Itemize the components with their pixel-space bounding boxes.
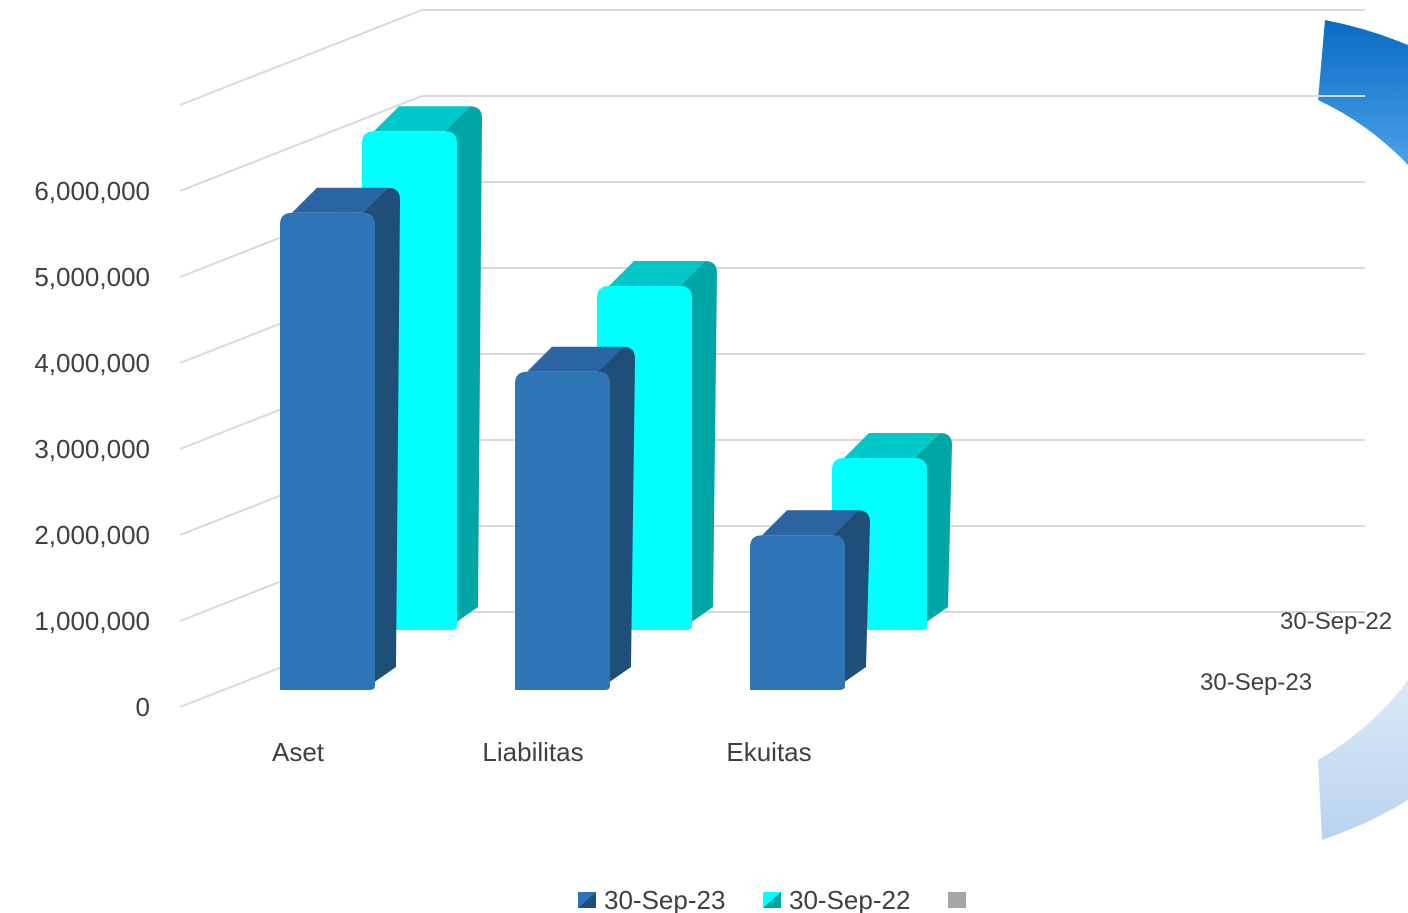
y-tick-label: 6,000,000 — [34, 176, 150, 206]
bar-front — [515, 371, 610, 690]
y-tick-label: 0 — [136, 692, 150, 722]
bar-top — [292, 187, 388, 213]
category-label: Aset — [272, 737, 325, 767]
legend-swatch-shade — [578, 892, 596, 908]
side-label: 30-Sep-23 — [1200, 669, 1312, 696]
legend-entry — [948, 892, 966, 908]
bar-30-sep-23-ekuitas — [750, 510, 870, 690]
side-label: 30-Sep-22 — [1280, 608, 1392, 635]
y-axis-ticks: 0 1,000,000 2,000,000 3,000,000 4,000,000 5,0… — [34, 176, 150, 722]
legend-label: 30-Sep-22 — [789, 885, 910, 913]
bar-30-sep-23-aset — [280, 187, 400, 690]
bar-top — [609, 261, 705, 286]
y-tick-label: 2,000,000 — [34, 520, 150, 550]
legend-entry: 30-Sep-22 — [763, 885, 910, 913]
category-label: Ekuitas — [726, 737, 811, 767]
bar-front — [750, 535, 845, 690]
bars — [280, 106, 952, 690]
y-tick-label: 4,000,000 — [34, 348, 150, 378]
legend: 30-Sep-23 30-Sep-22 — [578, 885, 966, 913]
gridline-depth — [179, 95, 423, 192]
y-tick-label: 1,000,000 — [34, 606, 150, 636]
y-tick-label: 5,000,000 — [34, 262, 150, 292]
legend-label: 30-Sep-23 — [604, 885, 725, 913]
bar-top — [844, 433, 940, 458]
gridline-depth — [179, 9, 423, 106]
ring-arc-light — [1318, 680, 1408, 840]
bar-top — [762, 510, 858, 536]
y-tick-label: 3,000,000 — [34, 434, 150, 464]
ring-arc-dark — [1318, 20, 1408, 165]
x-axis-categories: Aset Liabilitas Ekuitas — [272, 737, 812, 767]
legend-swatch — [948, 892, 966, 908]
bar-30-sep-23-liabilitas — [515, 346, 635, 690]
bar-top — [374, 106, 470, 132]
category-label: Liabilitas — [482, 737, 583, 767]
bar-front — [280, 212, 375, 690]
legend-swatch-shade — [763, 892, 781, 908]
legend-entry: 30-Sep-23 — [578, 885, 725, 913]
bar-top — [527, 346, 623, 372]
decorative-ring — [1318, 20, 1408, 840]
side-labels: 30-Sep-22 30-Sep-23 — [1200, 608, 1392, 696]
